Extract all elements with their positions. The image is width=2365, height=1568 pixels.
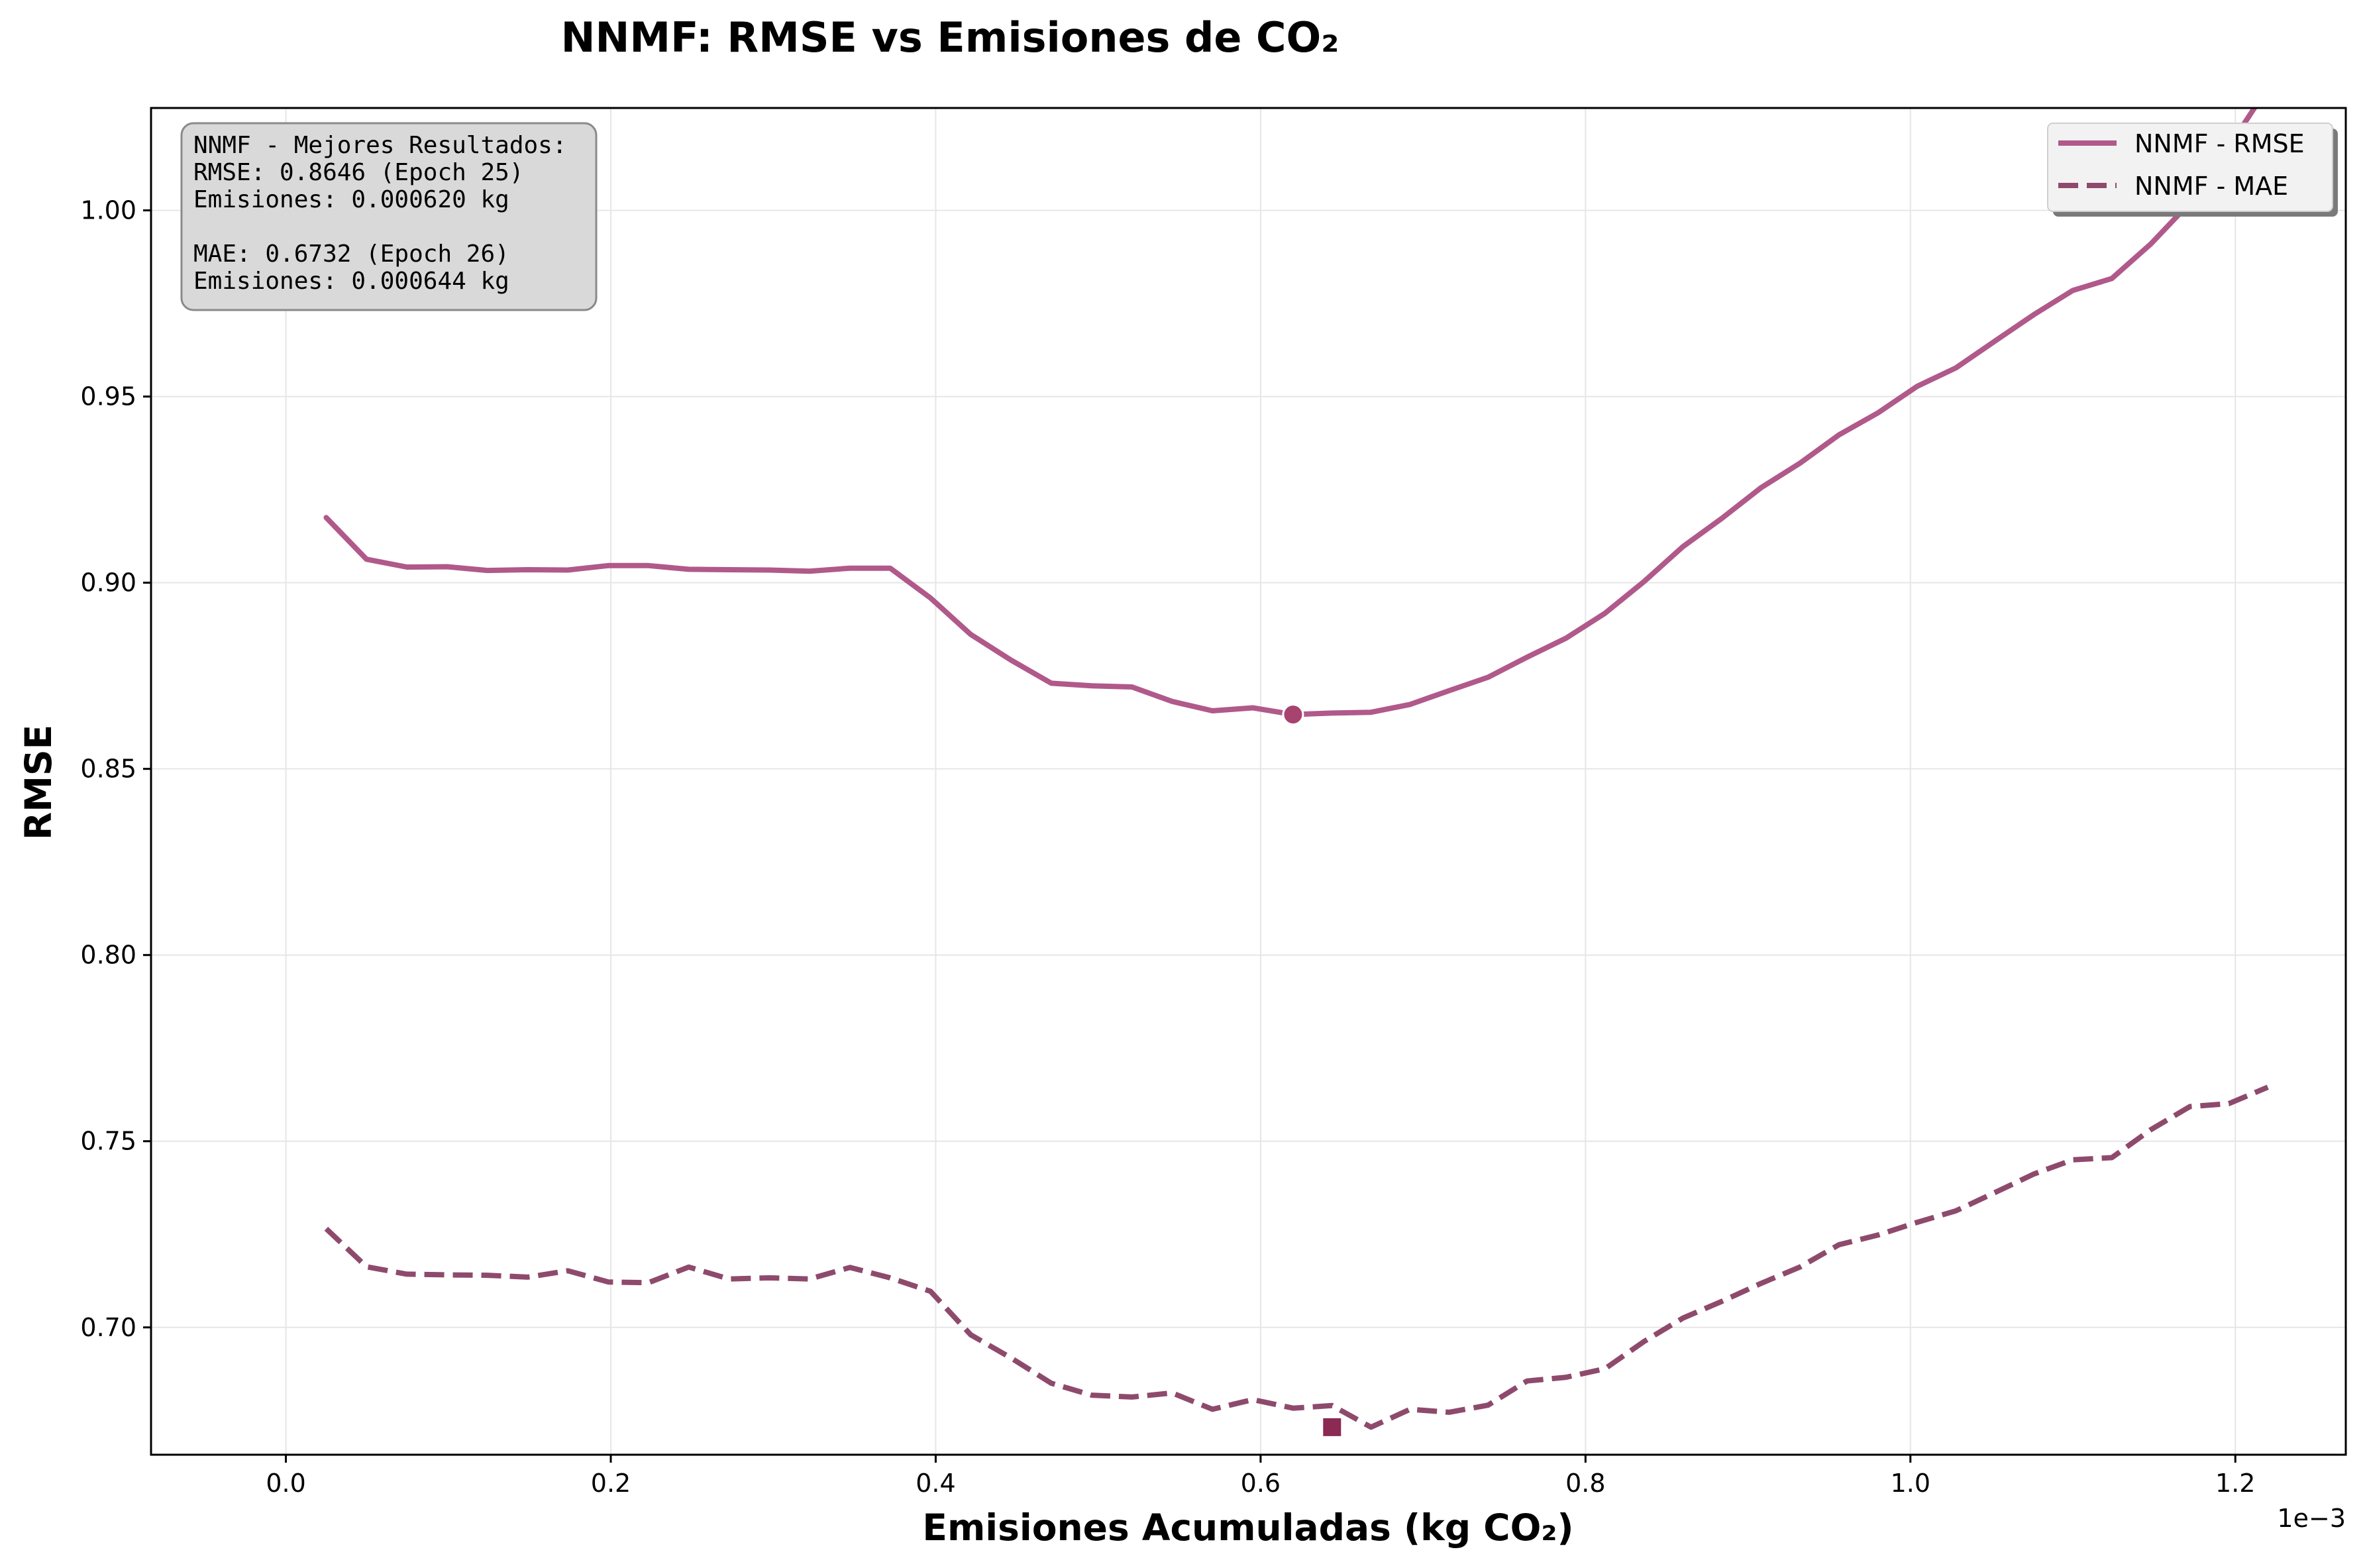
x-tick-label: 0.2: [591, 1469, 631, 1498]
legend-label-rmse: NNMF - RMSE: [2134, 129, 2305, 158]
x-tick-label: 1.2: [2215, 1469, 2255, 1498]
series-line-rmse: [323, 108, 2258, 717]
legend-box: [2047, 123, 2333, 212]
best-results-box-bg: [180, 122, 598, 311]
x-tick-label: 0.8: [1565, 1469, 1605, 1498]
y-axis-ticks: 0.70 0.75 0.80 0.85 0.90 0.95 1.00: [80, 196, 151, 1342]
y-tick-label: 0.80: [80, 941, 136, 970]
legend-label-mae: NNMF - MAE: [2134, 172, 2288, 201]
y-tick-label: 0.70: [80, 1313, 136, 1342]
x-offset-label: 1e−3: [2277, 1504, 2346, 1533]
chart-title: NNMF: RMSE vs Emisiones de CO₂: [561, 13, 1340, 62]
y-tick-label: 0.95: [80, 382, 136, 411]
annotation-line: RMSE: 0.8646 (Epoch 25): [193, 159, 524, 186]
x-tick-label: 0.0: [266, 1469, 305, 1498]
y-axis-label: RMSE: [17, 725, 60, 840]
x-tick-label: 0.6: [1241, 1469, 1281, 1498]
annotation-line: Emisiones: 0.000620 kg: [193, 186, 509, 213]
best-rmse-marker: [1282, 704, 1304, 726]
annotation-line: NNMF - Mejores Resultados:: [193, 132, 567, 159]
series-line-mae: [324, 1084, 2269, 1430]
x-tick-label: 1.0: [1891, 1469, 1930, 1498]
annotation-line: MAE: 0.6732 (Epoch 26): [193, 240, 509, 268]
best-mae-marker: [1321, 1416, 1343, 1438]
grid: [151, 108, 2346, 1455]
annotation-line: Emisiones: 0.000644 kg: [193, 268, 509, 295]
y-tick-label: 0.85: [80, 755, 136, 784]
best-markers: [1282, 704, 1343, 1438]
legend: NNMF - RMSE NNMF - MAE: [2047, 123, 2338, 217]
x-tick-label: 0.4: [916, 1469, 955, 1498]
best-results-box: NNMF - Mejores Resultados: RMSE: 0.8646 …: [180, 122, 598, 311]
y-tick-label: 0.90: [80, 568, 136, 598]
y-tick-label: 0.75: [80, 1127, 136, 1156]
plot-frame: [150, 107, 2347, 1456]
y-tick-label: 1.00: [80, 196, 136, 225]
x-axis-label: Emisiones Acumuladas (kg CO₂): [922, 1506, 1573, 1549]
x-axis-ticks: 0.0 0.2 0.4 0.6 0.8 1.0 1.2: [266, 1455, 2255, 1498]
series-lines: [323, 108, 2269, 1430]
